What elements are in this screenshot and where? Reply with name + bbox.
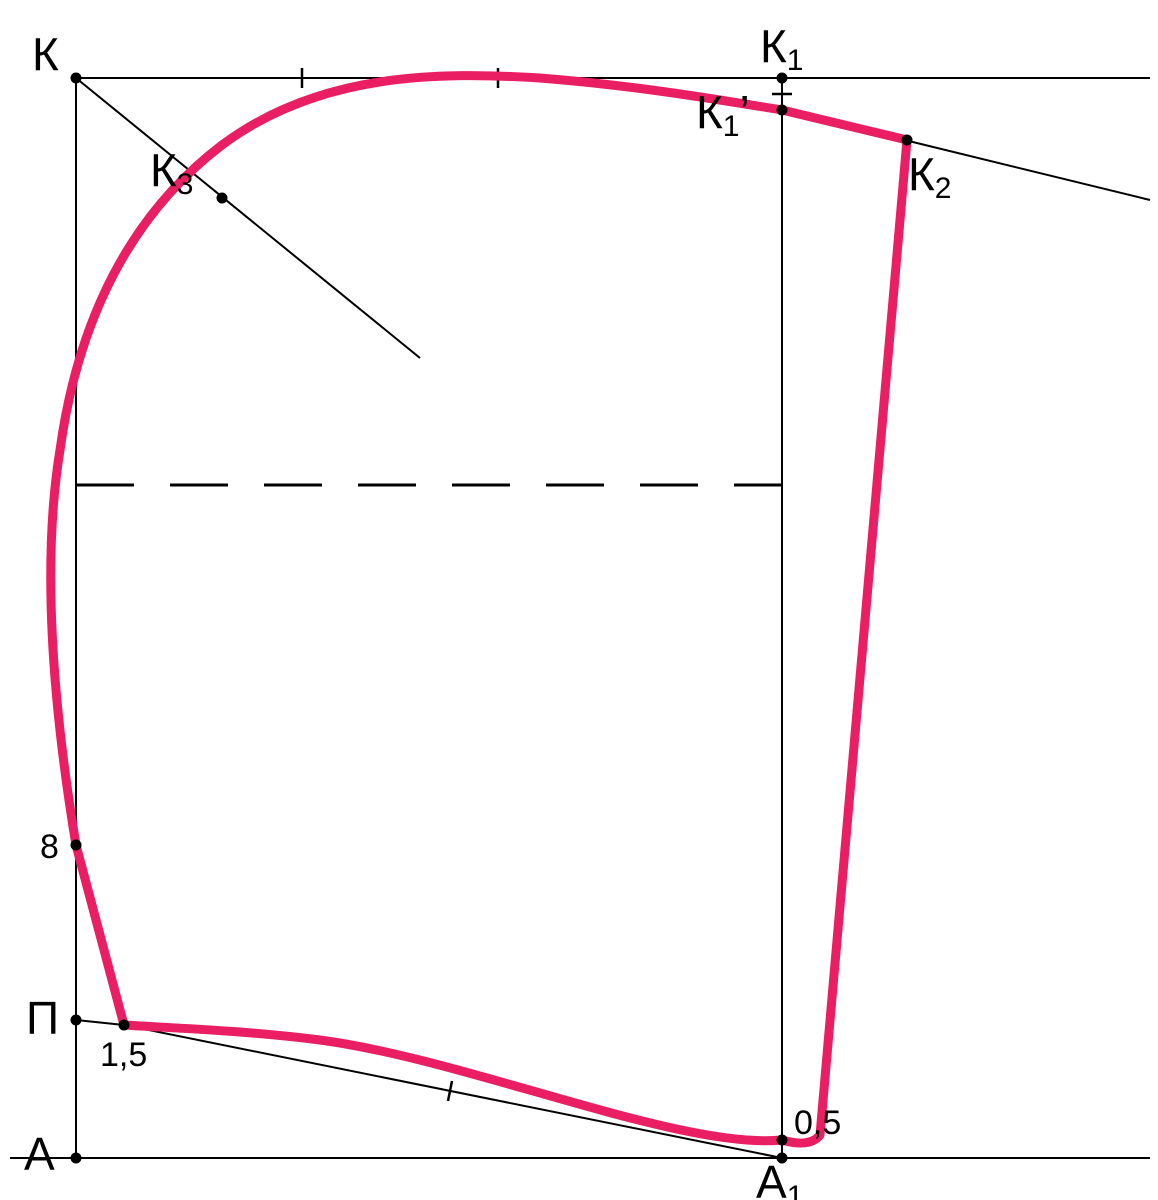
point-P8: [71, 840, 82, 851]
label-dim8: 8: [40, 828, 59, 866]
point-K3: [217, 193, 228, 204]
point-A: [71, 1153, 82, 1164]
point-P15: [119, 1020, 130, 1031]
label-sub-A1_sub: 1: [787, 1180, 804, 1200]
point-Pi: [71, 1015, 82, 1026]
label-dim05: 0,5: [794, 1104, 841, 1142]
label-Pi: П: [26, 992, 59, 1044]
label-A: А: [24, 1128, 55, 1180]
pattern-diagram: КК1К1’К2К3ПАА181,50,5: [0, 0, 1158, 1200]
label-dim15: 1,5: [100, 1036, 147, 1074]
point-A1up: [777, 1135, 788, 1146]
point-K1prime: [777, 105, 788, 116]
point-K: [71, 73, 82, 84]
label-sub-K1p_sub: 1: [723, 110, 740, 143]
label-sub-K1_sub: 1: [787, 44, 804, 77]
label-sub-K2_sub: 2: [935, 172, 952, 205]
label-K1-prime: ’: [739, 86, 749, 138]
label-K: К: [32, 28, 59, 80]
point-K2: [902, 135, 913, 146]
label-sub-K3_sub: 3: [177, 168, 194, 201]
